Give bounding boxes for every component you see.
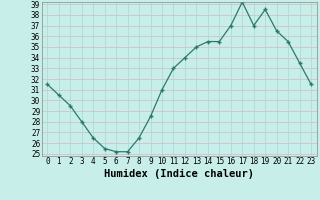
X-axis label: Humidex (Indice chaleur): Humidex (Indice chaleur) [104,169,254,179]
